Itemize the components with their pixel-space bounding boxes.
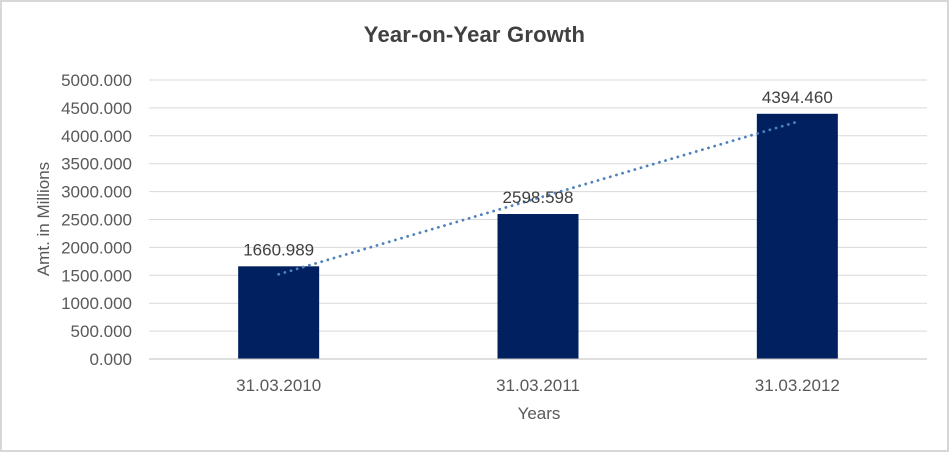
x-tick-label: 31.03.2010	[236, 376, 321, 395]
y-tick-label: 2000.000	[61, 238, 132, 257]
y-tick-label: 5000.000	[61, 71, 132, 90]
bar-31.03.2011	[497, 213, 579, 359]
bar-31.03.2012	[756, 113, 838, 360]
y-tick-label: 0.000	[89, 350, 132, 369]
x-tick-label: 31.03.2012	[755, 376, 840, 395]
y-tick-label: 1500.000	[61, 266, 132, 285]
y-tick-label: 3500.000	[61, 155, 132, 174]
bar-value-label: 1660.989	[243, 240, 314, 259]
x-tick-label: 31.03.2011	[496, 376, 580, 395]
y-tick-label: 4500.000	[61, 99, 132, 118]
y-tick-label: 500.000	[71, 322, 132, 341]
bar-value-label: 4394.460	[762, 88, 833, 107]
bar-value-label: 2598.598	[503, 188, 574, 207]
chart-title: Year-on-Year Growth	[363, 22, 586, 47]
y-tick-label: 4000.000	[61, 127, 132, 146]
trendline	[277, 120, 799, 276]
bar-31.03.2010	[238, 266, 320, 359]
y-tick-label: 2500.000	[61, 211, 132, 230]
y-tick-label: 3000.000	[61, 183, 132, 202]
x-axis-title: Years	[517, 404, 561, 423]
y-tick-label: 1000.000	[61, 294, 132, 313]
